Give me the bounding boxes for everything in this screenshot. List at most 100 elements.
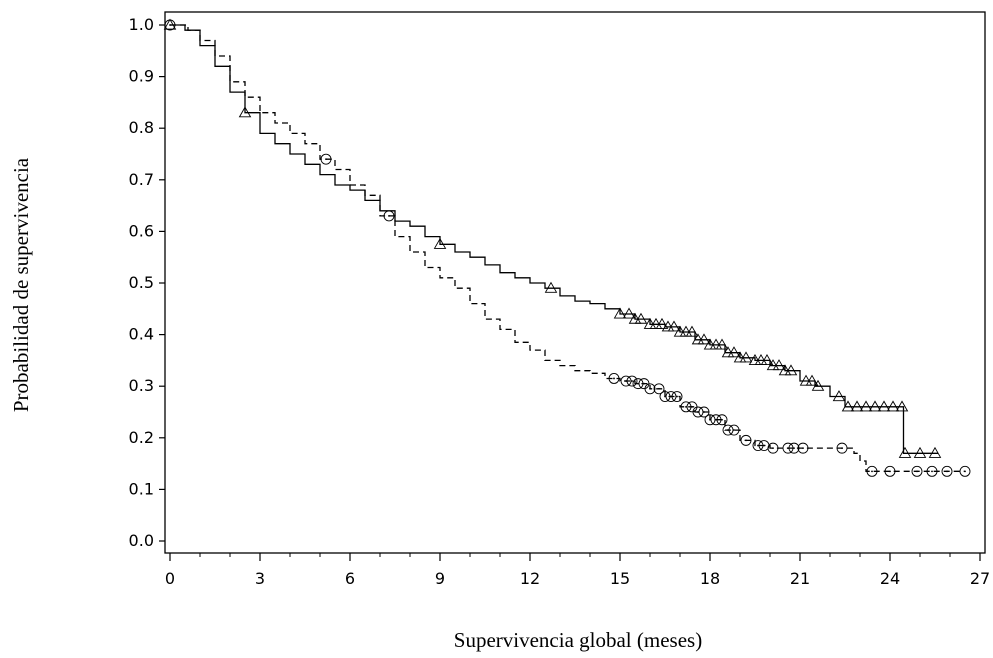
censor-mark-triangle xyxy=(760,353,774,365)
series-layer xyxy=(163,18,971,477)
censor-mark-dot xyxy=(802,447,804,450)
censor-mark-circle xyxy=(698,406,710,418)
censor-mark-dot xyxy=(664,395,666,398)
censor-mark-circle xyxy=(644,383,656,395)
censor-mark-circle xyxy=(626,375,638,387)
censor-mark-circle xyxy=(671,391,683,402)
censor-mark-circle xyxy=(752,440,764,451)
censor-mark-dot xyxy=(697,411,699,413)
censor-mark-circle xyxy=(704,414,716,426)
y-tick-label: 0.5 xyxy=(129,273,154,292)
censor-mark-circle xyxy=(164,19,176,31)
x-tick-label: 18 xyxy=(700,569,720,588)
censor-mark-triangle xyxy=(685,325,699,337)
censor-mark-dot xyxy=(613,377,615,380)
censor-mark-triangle xyxy=(544,281,558,293)
censor-mark-circle xyxy=(632,378,644,390)
x-tick-label: 0 xyxy=(165,569,175,588)
censor-mark-circle xyxy=(797,442,809,454)
censor-mark-circle xyxy=(692,406,704,418)
censor-mark-circle xyxy=(320,153,332,165)
x-tick-label: 27 xyxy=(970,569,990,588)
censor-mark-circle xyxy=(722,424,734,436)
censor-mark-dot xyxy=(388,215,390,217)
censor-mark-triangle xyxy=(622,307,636,319)
censor-mark-dot xyxy=(625,380,627,382)
y-axis-title: Probabilidad de supervivencia xyxy=(9,157,33,412)
censor-mark-circle xyxy=(608,373,620,384)
censor-mark-triangle xyxy=(697,333,711,345)
censor-mark-circle xyxy=(728,424,740,436)
censor-mark-circle xyxy=(959,465,971,477)
censor-mark-circle xyxy=(665,391,677,402)
censor-mark-dot xyxy=(631,380,633,382)
censor-mark-circle xyxy=(740,434,752,446)
censor-mark-triangle xyxy=(772,359,786,371)
censor-mark-dot xyxy=(676,395,678,398)
censor-mark-triangle xyxy=(709,338,723,350)
censor-mark-dot xyxy=(763,444,765,447)
censor-mark-dot xyxy=(658,387,660,390)
censor-mark-circle xyxy=(710,414,722,426)
censor-mark-circle xyxy=(884,465,896,477)
censor-mark-triangle xyxy=(928,446,942,458)
y-tick-label: 0.6 xyxy=(129,221,154,240)
censor-mark-triangle xyxy=(634,312,648,324)
y-tick-label: 0.3 xyxy=(129,376,154,395)
censor-mark-triangle xyxy=(868,400,882,412)
x-tick-label: 6 xyxy=(345,569,355,588)
censor-mark-triangle xyxy=(433,237,447,249)
censor-mark-triangle xyxy=(898,446,912,458)
censor-mark-circle xyxy=(866,465,878,477)
censor-mark-triangle xyxy=(784,364,798,376)
censor-mark-circle xyxy=(620,375,632,387)
censor-mark-triangle xyxy=(811,379,825,391)
censor-mark-dot xyxy=(946,470,948,473)
y-tick-label: 0.4 xyxy=(129,325,154,344)
censor-mark-triangle xyxy=(895,400,909,412)
censor-mark-triangle xyxy=(913,446,927,458)
x-tick-label: 24 xyxy=(880,569,900,588)
x-axis: 0 3 6 9 12 15 18 21 24 27 xyxy=(165,553,990,588)
censor-mark-circle xyxy=(782,442,794,454)
censor-mark-dot xyxy=(643,382,645,385)
y-axis: 0.0 0.1 0.2 0.3 0.4 0.5 0.6 0.7 0.8 0.9 1.0 xyxy=(129,15,165,550)
censor-mark-circle xyxy=(716,414,728,426)
censor-mark-dot xyxy=(772,447,774,450)
y-tick-label: 0.9 xyxy=(129,67,154,86)
y-tick-label: 0.7 xyxy=(129,170,154,189)
censor-mark-triangle xyxy=(667,320,681,332)
censor-mark-triangle xyxy=(832,390,846,402)
series-line-dashed xyxy=(170,24,965,472)
x-tick-label: 9 xyxy=(435,569,445,588)
censor-mark-dot xyxy=(871,470,873,473)
censor-mark-triangle xyxy=(727,346,741,358)
censor-mark-dot xyxy=(691,405,693,408)
censor-mark-dot xyxy=(727,429,729,431)
censor-mark-circle xyxy=(941,465,953,477)
x-tick-label: 15 xyxy=(610,569,630,588)
x-axis-title: Supervivencia global (meses) xyxy=(454,628,702,652)
censor-mark-dot xyxy=(889,470,891,473)
censor-mark-circle xyxy=(680,401,692,413)
censor-mark-triangle xyxy=(715,338,729,350)
censor-mark-triangle xyxy=(649,317,663,329)
censor-mark-dot xyxy=(670,395,672,398)
plot-frame xyxy=(164,11,986,554)
censor-mark-circle xyxy=(926,465,938,477)
censor-mark-dot xyxy=(733,429,735,431)
censor-mark-dot xyxy=(916,470,918,473)
censor-mark-circle xyxy=(653,383,665,395)
censor-mark-triangle xyxy=(238,106,252,118)
censor-mark-dot xyxy=(841,447,843,450)
censor-mark-triangle xyxy=(886,400,900,412)
censor-mark-dot xyxy=(169,24,171,26)
censor-mark-dot xyxy=(703,411,705,413)
censor-mark-dot xyxy=(685,405,687,408)
censor-mark-triangle xyxy=(613,307,627,319)
censor-mark-dot xyxy=(721,418,723,421)
censor-mark-circle xyxy=(911,465,923,477)
censor-mark-triangle xyxy=(679,325,693,337)
series-line-solid xyxy=(170,24,938,454)
censor-mark-triangle xyxy=(655,317,669,329)
